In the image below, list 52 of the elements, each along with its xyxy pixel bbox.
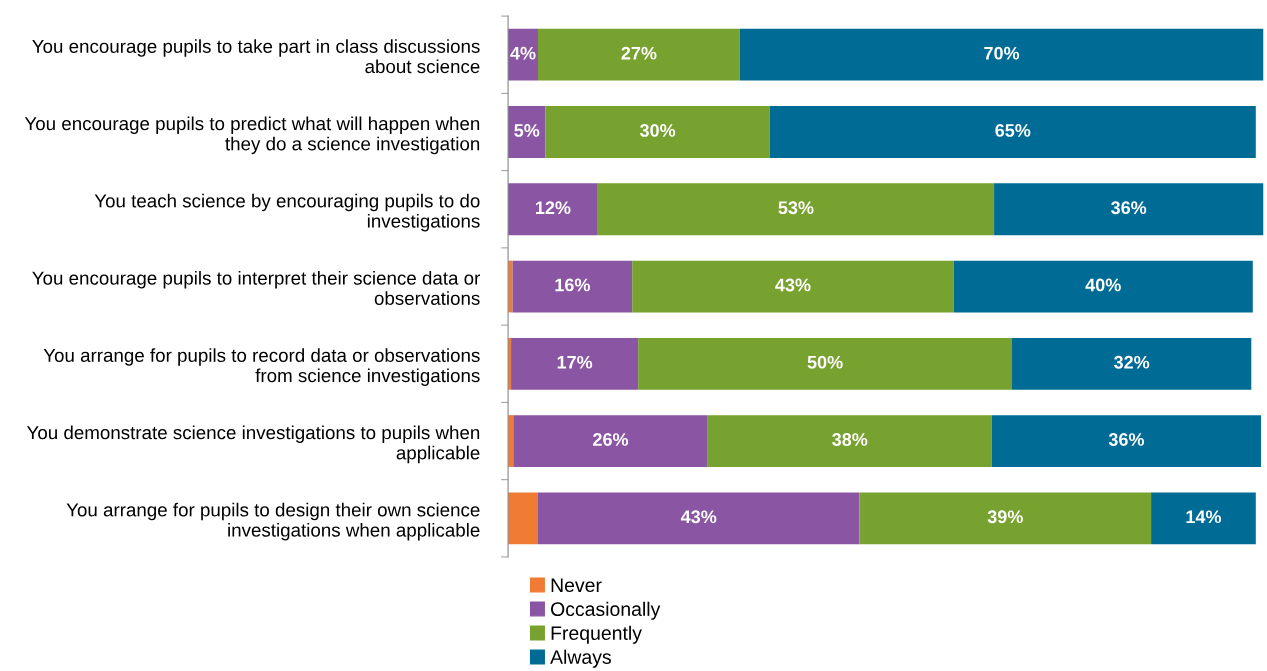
data-label: 30% — [639, 124, 676, 137]
bar — [512, 260, 633, 313]
bar — [511, 337, 639, 390]
bar — [1012, 337, 1252, 390]
bar — [597, 183, 995, 236]
data-label: 65% — [995, 124, 1031, 137]
bar — [508, 492, 538, 545]
data-label: 26% — [593, 433, 629, 446]
legend-label: Never — [551, 578, 602, 593]
data-label: 43% — [775, 278, 811, 292]
y-tick-label: You encourage pupils to interpret their science data or observations — [32, 270, 481, 305]
data-label: 12% — [536, 201, 571, 215]
bar — [994, 183, 1264, 236]
y-tick-label: You arrange for pupils to design their own science investigations when applicable — [66, 502, 480, 541]
bar — [513, 415, 708, 467]
data-label: 36% — [1108, 433, 1145, 446]
bar — [991, 415, 1262, 467]
y-tick-label: You teach science by encouraging pupils to do investigations — [94, 193, 480, 232]
data-label: 5% — [514, 124, 540, 137]
bar — [769, 106, 1256, 158]
y-tick-label: You encourage pupils to take part in class discussions about science — [32, 39, 480, 74]
data-label: 4% — [510, 46, 536, 60]
bar — [859, 492, 1152, 545]
bar — [508, 183, 598, 236]
data-label: 32% — [1114, 355, 1150, 369]
data-label: 16% — [555, 278, 590, 292]
legend-label: Frequently — [551, 625, 642, 644]
bar — [545, 106, 770, 158]
data-label: 70% — [984, 46, 1020, 60]
data-label: 40% — [1085, 278, 1121, 292]
y-tick-label: You encourage pupils to predict what will happen when they do a science investigation — [24, 116, 480, 155]
data-label: 53% — [778, 201, 814, 215]
legend-label: Always — [550, 649, 611, 668]
bar — [707, 415, 992, 467]
bar — [632, 260, 954, 313]
bar — [953, 260, 1253, 313]
legend-label: Occasionally — [551, 601, 661, 620]
data-label: 36% — [1111, 201, 1147, 215]
bar — [739, 28, 1264, 81]
bar — [1151, 492, 1256, 545]
y-tick-label: You demonstrate science investigations to pupils when applicable — [26, 425, 480, 464]
bar — [638, 337, 1013, 390]
data-label: 43% — [680, 510, 717, 524]
data-label: 38% — [832, 433, 868, 446]
bar — [537, 492, 860, 545]
bar — [537, 28, 740, 81]
data-label: 27% — [621, 46, 657, 60]
data-label: 17% — [557, 355, 593, 369]
y-tick-label: You arrange for pupils to record data or observations from science investigations — [43, 348, 480, 386]
data-label: 14% — [1186, 510, 1222, 524]
data-label: 39% — [987, 510, 1023, 524]
data-label: 50% — [807, 355, 843, 369]
